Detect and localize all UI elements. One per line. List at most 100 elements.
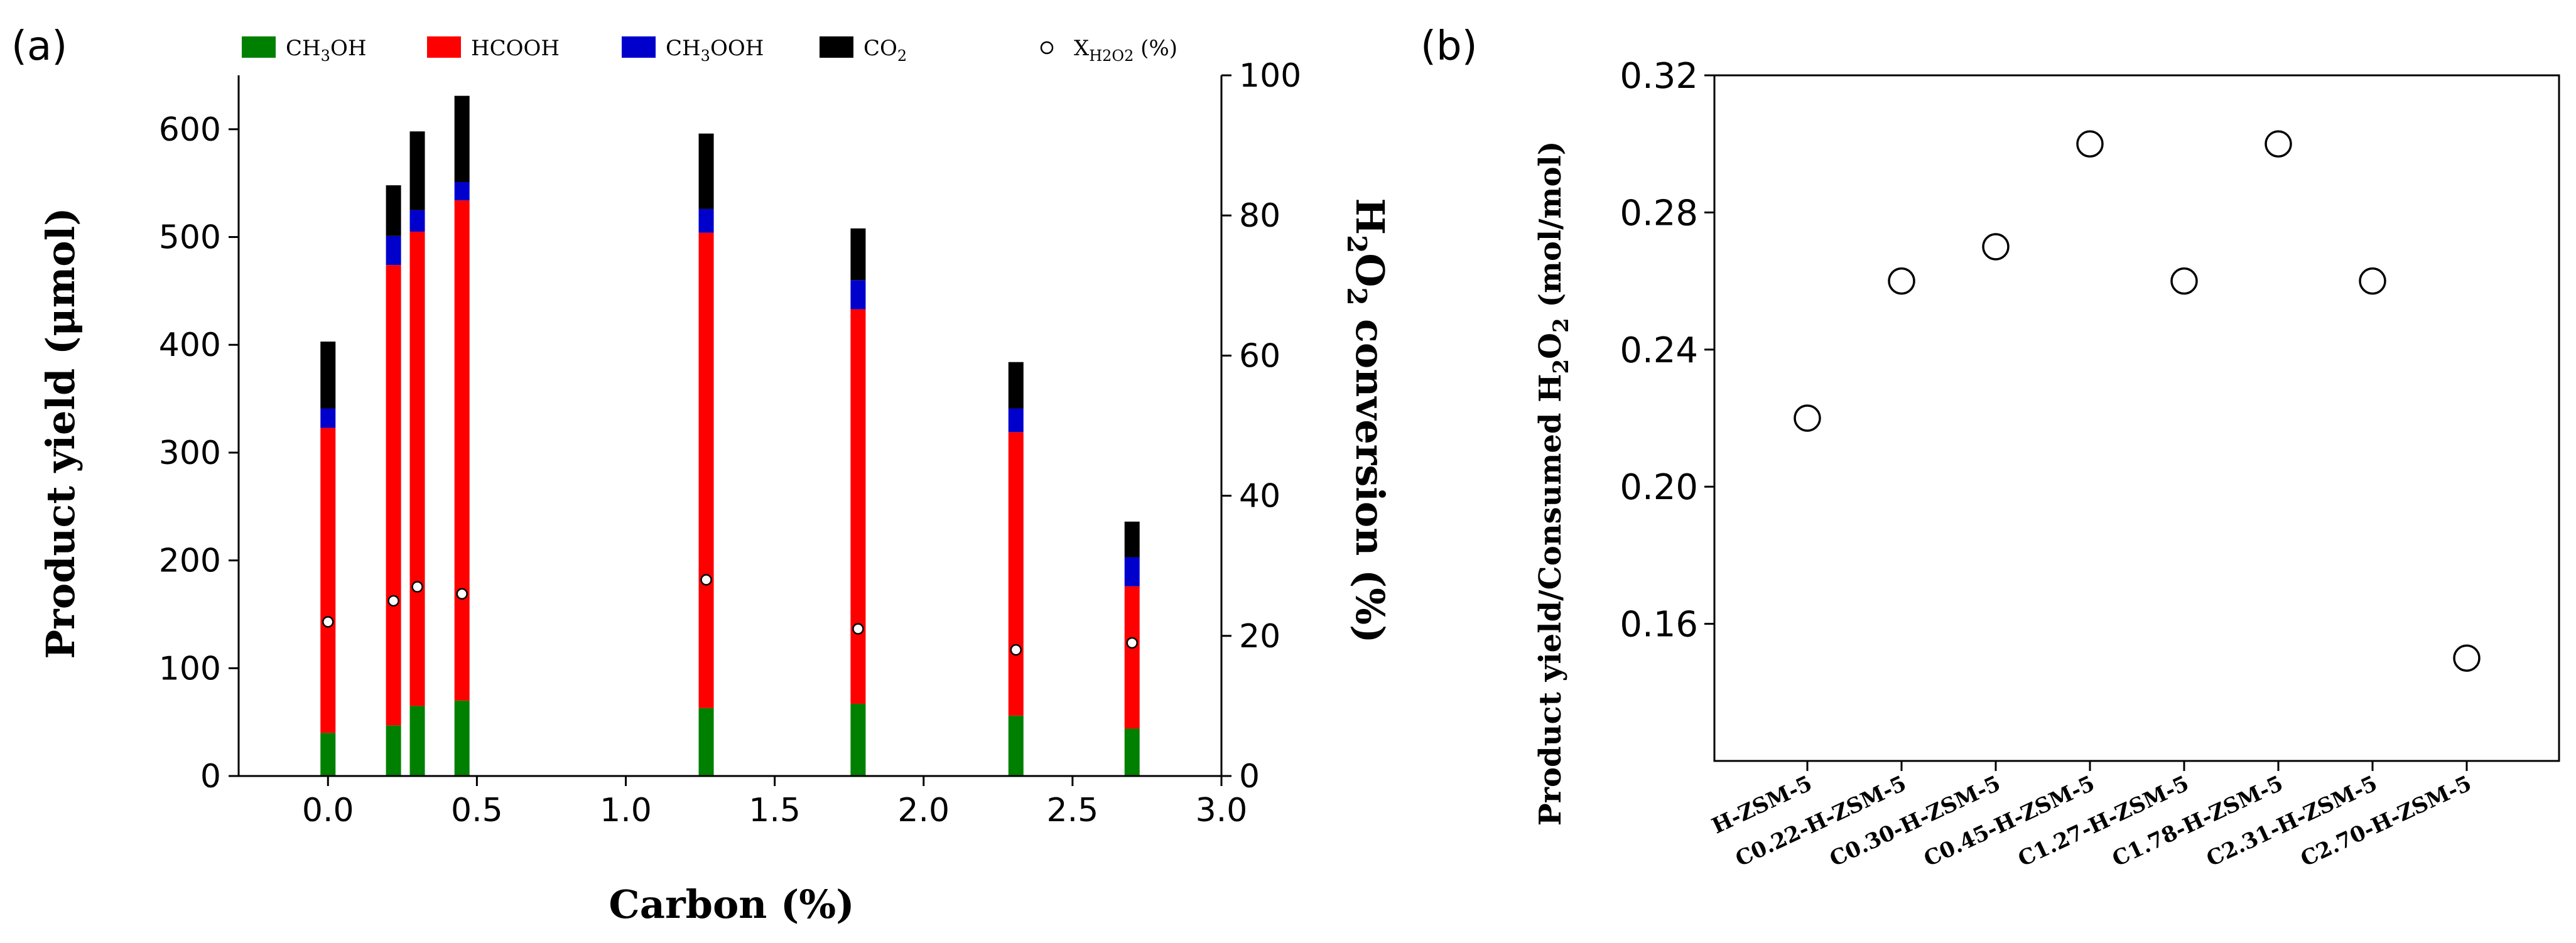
bar-ch3oh (850, 703, 866, 776)
bars (320, 95, 1140, 776)
y-tick-label: 300 (159, 434, 221, 472)
bar-hcooh (698, 232, 714, 708)
bar-hcooh (850, 309, 866, 704)
bar-hcooh (320, 428, 336, 733)
conversion-point (387, 595, 399, 607)
legend-swatch (242, 36, 276, 58)
bar-ch3ooh (454, 181, 470, 201)
y-tick-label: 0.32 (1620, 56, 1698, 97)
y-tick-label: 0.20 (1620, 467, 1698, 508)
x-tick-label: 1.0 (600, 792, 652, 829)
x-ticks: 0.0 0.5 1.0 1.5 2.0 2.5 3.0 (302, 776, 1247, 829)
data-point (1888, 267, 1915, 295)
x-tick-label: 0.5 (451, 792, 503, 829)
bar-ch3oh (386, 725, 401, 776)
bar-ch3oh (454, 700, 470, 776)
conversion-point (1010, 644, 1022, 656)
x-tick-label: 2.5 (1047, 792, 1099, 829)
conversion-point (322, 616, 334, 628)
y-tick-label: 0.16 (1620, 605, 1698, 645)
bar-co2 (1008, 362, 1024, 409)
legend: CH3OH HCOOH CH3OOH CO2 XH2O2 (%) (242, 36, 1177, 65)
y2-tick-label: 60 (1239, 337, 1280, 375)
data-point (2359, 267, 2386, 295)
conversion-point (700, 574, 712, 586)
x-ticks: H-ZSM-5C0.22-H-ZSM-5C0.30-H-ZSM-5C0.45-H… (1708, 761, 2476, 872)
bar-ch3oh (320, 733, 336, 776)
bar-co2 (698, 133, 714, 209)
y-tick-label: 100 (159, 650, 221, 687)
panel-b: (b) 0.16 0.20 0.24 0.28 0.32 H-ZSM-5C0.22-H-… (1421, 23, 2560, 872)
bar-co2 (850, 228, 866, 281)
bar-hcooh (386, 265, 401, 726)
panel-a-label: (a) (11, 23, 67, 70)
y-tick-label: 0.24 (1620, 330, 1698, 371)
bar-hcooh (1124, 586, 1140, 729)
bar-ch3ooh (698, 208, 714, 233)
bar-co2 (409, 131, 425, 210)
x-tick-label: C1.27-H-ZSM-5 (2015, 771, 2193, 872)
bar-ch3ooh (1008, 408, 1024, 433)
y2-axis-title: H2O2 conversion (%) (1341, 198, 1393, 643)
x-tick-label: 3.0 (1196, 792, 1248, 829)
bar-ch3oh (409, 706, 425, 776)
plot-frame (1713, 74, 2560, 762)
y-axis-title: Product yield/Consumed H2O2 (mol/mol) (1533, 141, 1574, 826)
y-tick-label: 500 (159, 219, 221, 257)
x-tick-label: 1.5 (749, 792, 801, 829)
legend-label: CO2 (863, 36, 907, 65)
x-tick-label: C0.45-H-ZSM-5 (1920, 771, 2099, 872)
legend-label: HCOOH (471, 36, 560, 61)
y-tick-label: 200 (159, 542, 221, 580)
y-tick-label: 0 (200, 758, 221, 795)
x-tick-label: C2.70-H-ZSM-5 (2297, 771, 2476, 872)
y-tick-label: 600 (159, 111, 221, 149)
data-point (2076, 130, 2104, 158)
data-points (1794, 130, 2481, 672)
x-tick-label: C1.78-H-ZSM-5 (2109, 771, 2287, 872)
bar-ch3ooh (386, 235, 401, 266)
data-point (2170, 267, 2198, 295)
x-tick-label: 0.0 (302, 792, 354, 829)
x-tick-label: 2.0 (897, 792, 950, 829)
y-ticks: 0 100 200 300 400 500 600 (159, 111, 239, 795)
y-tick-label: 400 (159, 326, 221, 364)
bar-ch3ooh (1124, 557, 1140, 586)
y-ticks: 0.16 0.20 0.24 0.28 0.32 (1620, 56, 1714, 645)
bar-co2 (1124, 521, 1140, 558)
legend-label: CH3OOH (666, 36, 764, 65)
x-axis-title: Carbon (%) (609, 881, 854, 927)
x-tick-label: C2.31-H-ZSM-5 (2203, 771, 2381, 872)
legend-swatch (622, 36, 656, 58)
panel-b-label: (b) (1421, 23, 1478, 70)
y2-tick-label: 80 (1239, 197, 1280, 235)
data-point (1982, 233, 2010, 261)
conversion-point (1126, 637, 1138, 649)
bar-co2 (454, 95, 470, 182)
bar-ch3ooh (850, 280, 866, 310)
data-point (2453, 644, 2481, 672)
bar-ch3oh (698, 708, 714, 776)
x-tick-label: C0.22-H-ZSM-5 (1732, 771, 1910, 872)
y2-tick-label: 100 (1239, 57, 1301, 95)
data-point (1794, 404, 1821, 432)
legend-marker (1040, 41, 1054, 55)
conversion-markers (322, 574, 1138, 656)
bar-ch3ooh (409, 210, 425, 232)
bar-co2 (320, 342, 336, 409)
panel-a: (a) CH3OH HCOOH CH3OOH CO2 XH2O2 (%) 0.0 0.5 1… (11, 23, 1393, 927)
y2-tick-label: 40 (1239, 478, 1280, 515)
bar-ch3ooh (320, 408, 336, 428)
y2-tick-label: 0 (1239, 758, 1260, 795)
x-tick-label: C0.30-H-ZSM-5 (1826, 771, 2005, 872)
bar-hcooh (1008, 432, 1024, 716)
conversion-point (456, 588, 468, 600)
legend-swatch (820, 36, 853, 58)
legend-swatch (427, 36, 461, 58)
y2-tick-label: 20 (1239, 618, 1280, 655)
data-point (2265, 130, 2292, 158)
legend-label: XH2O2 (%) (1074, 36, 1177, 65)
bar-ch3oh (1008, 715, 1024, 776)
bar-co2 (386, 185, 401, 236)
